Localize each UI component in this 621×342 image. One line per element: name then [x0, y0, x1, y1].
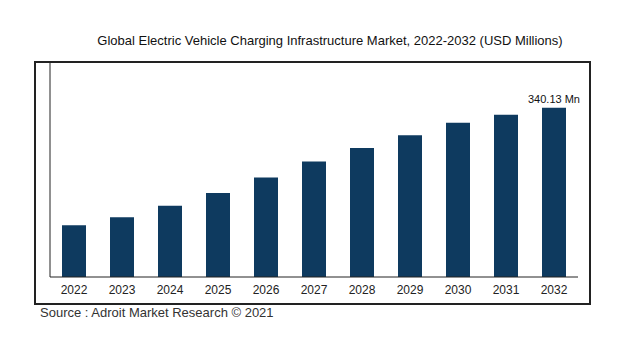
svg-text:2022: 2022: [61, 283, 88, 297]
svg-text:2023: 2023: [109, 283, 136, 297]
svg-text:2024: 2024: [157, 283, 184, 297]
svg-text:2032: 2032: [541, 283, 568, 297]
svg-text:2026: 2026: [253, 283, 280, 297]
svg-text:2030: 2030: [445, 283, 472, 297]
svg-text:2029: 2029: [397, 283, 424, 297]
svg-text:2027: 2027: [301, 283, 328, 297]
html-text:Source : Adroit Market Researc: Source : Adroit Market Research © 2021: [40, 305, 274, 320]
svg-text:2025: 2025: [205, 283, 232, 297]
html-text:Global Electric Vehicle Chargi: Global Electric Vehicle Charging Infrast…: [97, 33, 563, 48]
svg-text:2028: 2028: [349, 283, 376, 297]
svg-text:340.13 Mn: 340.13 Mn: [528, 93, 580, 105]
svg-text:2031: 2031: [493, 283, 520, 297]
